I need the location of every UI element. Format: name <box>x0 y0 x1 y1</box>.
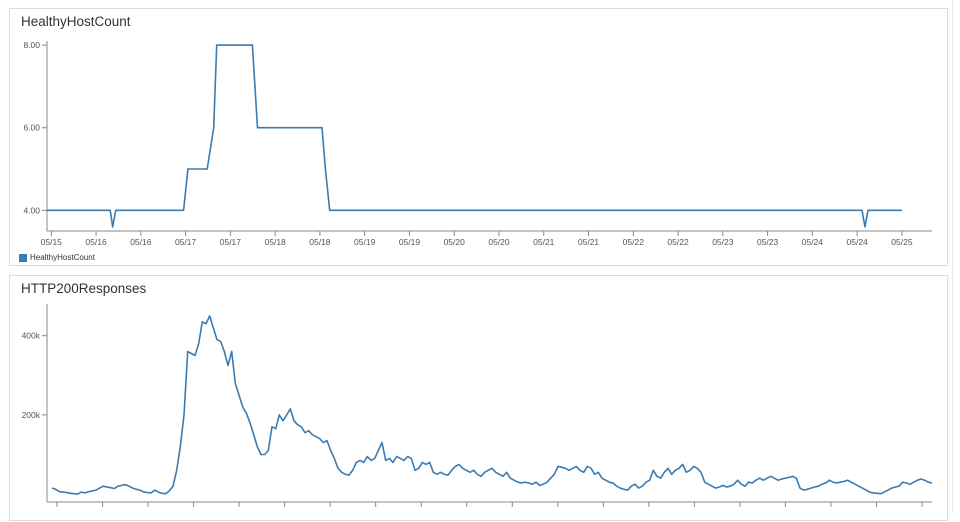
http200responses-panel: HTTP200Responses 200k 400k <box>9 275 948 521</box>
x-tick-label: 05/22 <box>667 237 689 247</box>
x-tick-label: 05/21 <box>578 237 600 247</box>
legend[interactable]: HealthyHostCount <box>19 253 95 262</box>
x-tick-label: 05/18 <box>265 237 287 247</box>
healthyhostcount-panel: HealthyHostCount 4.00 6.00 8.00 05/15 05/16 0… <box>9 8 948 266</box>
y-tick-label: 400k <box>22 331 41 341</box>
x-tick-label: 05/16 <box>85 237 107 247</box>
x-tick-label: 05/25 <box>891 237 913 247</box>
x-tick-label: 05/22 <box>623 237 645 247</box>
x-tick-label: 05/19 <box>354 237 376 247</box>
legend-swatch <box>19 253 27 262</box>
x-tick-label: 05/23 <box>712 237 734 247</box>
http200responses-chart: 200k 400k <box>22 304 933 507</box>
x-tick-label: 05/17 <box>220 237 242 247</box>
y-tick-label: 200k <box>22 410 41 420</box>
series-line-http200responses[interactable] <box>51 315 933 495</box>
x-tick-label: 05/24 <box>847 237 869 247</box>
y-tick-label: 8.00 <box>23 40 40 50</box>
x-tick-label: 05/21 <box>533 237 555 247</box>
x-tick-label: 05/24 <box>802 237 824 247</box>
chart-title: HTTP200Responses <box>21 281 147 296</box>
x-tick-label: 05/18 <box>309 237 331 247</box>
series-line-healthyhostcount[interactable] <box>47 44 902 228</box>
y-tick-label: 4.00 <box>23 205 40 215</box>
x-tick-label: 05/20 <box>444 237 466 247</box>
chart-title: HealthyHostCount <box>21 14 131 29</box>
x-tick-label: 05/23 <box>757 237 779 247</box>
x-tick-label: 05/20 <box>488 237 510 247</box>
x-tick-label: 05/17 <box>175 237 197 247</box>
x-tick-label: 05/19 <box>399 237 421 247</box>
right-divider <box>952 0 953 513</box>
legend-label: HealthyHostCount <box>30 253 95 262</box>
healthyhostcount-chart: 4.00 6.00 8.00 05/15 05/16 05/16 05/17 05/17 05/… <box>23 40 932 247</box>
x-tick-label: 05/16 <box>130 237 152 247</box>
x-tick-label: 05/15 <box>41 237 63 247</box>
y-tick-label: 6.00 <box>23 123 40 133</box>
